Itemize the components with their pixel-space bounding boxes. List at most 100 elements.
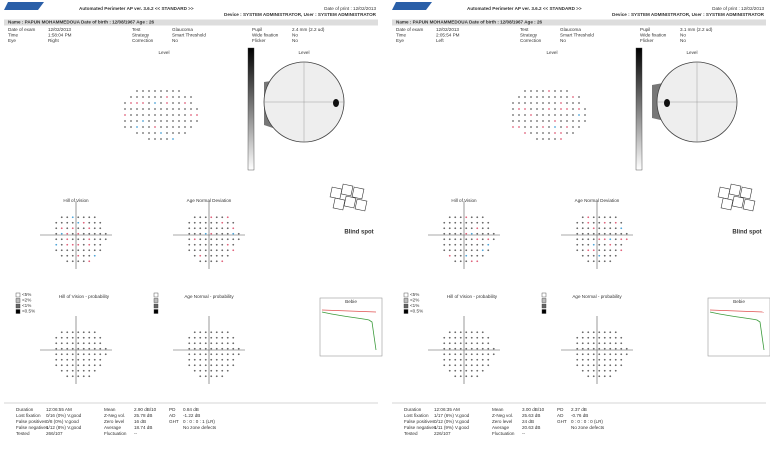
test-point [512,108,514,110]
test-point [470,353,473,356]
test-point [193,216,196,219]
blind-spot-cell [343,195,357,209]
test-point [578,114,580,116]
test-point [592,227,595,230]
legend-label: <2% [22,298,31,303]
test-point [160,114,162,116]
test-point [448,238,451,241]
test-point [487,243,490,246]
section-label: Level [547,50,558,55]
test-point [465,227,468,230]
field-value: No [292,33,298,38]
test-point [598,216,601,219]
stat-label: AD [169,413,176,418]
test-point [598,243,601,246]
test-point [221,331,224,334]
stat-label: Fluctuation [104,431,127,436]
test-point [609,375,612,378]
field-label: Correction [132,38,154,43]
legend-label: <2% [410,298,419,303]
test-point [193,238,196,241]
test-point [587,232,590,235]
legend-swatch [541,298,547,303]
test-point [487,249,490,252]
test-point [99,364,102,367]
test-point [136,126,138,128]
test-point [448,353,451,356]
test-point [518,96,520,98]
test-point [82,227,85,230]
test-point [576,249,579,252]
section-label: Hill of Vision - probability [447,294,498,299]
blind-spot-cell [329,186,343,200]
test-point [587,238,590,241]
test-point [459,227,462,230]
test-point [172,114,174,116]
test-point [443,227,446,230]
test-point [536,114,538,116]
stat-label: Average [104,425,121,430]
field-label: Test [520,27,529,32]
test-point [487,353,490,356]
test-point [166,96,168,98]
stat-label: GHT [169,419,179,424]
test-point [93,364,96,367]
test-point [598,249,601,252]
test-point [226,342,229,345]
stat-value: -- [134,431,138,436]
test-point [160,90,162,92]
test-point [548,102,550,104]
test-point [470,364,473,367]
test-point [99,238,102,241]
stat-value: 1/17 (6%) V.good [434,413,470,418]
test-point [88,331,91,334]
test-point [60,216,63,219]
test-point [104,232,107,235]
legend-swatch [15,303,21,309]
test-point [512,114,514,116]
test-point [443,336,446,339]
test-point [476,221,479,224]
test-point [178,96,180,98]
blind-spot-cell [332,197,346,211]
test-point [581,364,584,367]
test-point [518,102,520,104]
field-value: Right [48,38,59,43]
test-point [481,249,484,252]
test-point [465,232,468,235]
test-point [609,364,612,367]
test-point [99,232,102,235]
field-label: Pupil [640,27,650,32]
test-point [55,347,58,350]
test-point [625,353,628,356]
test-point [476,254,479,257]
test-point [226,216,229,219]
test-point [204,353,207,356]
test-point [60,336,63,339]
test-point [172,102,174,104]
device-info: Device : SYSTEM ADMINISTRATOR, User : SY… [612,12,765,17]
test-point [614,232,617,235]
test-point [142,120,144,122]
test-point [448,369,451,372]
test-point [77,347,80,350]
test-point [614,221,617,224]
stat-value: -- [522,431,526,436]
test-point [603,227,606,230]
field-value: 12/02/2013 [48,27,71,32]
test-point [88,243,91,246]
test-point [136,102,138,104]
test-point [584,120,586,122]
test-point [124,120,126,122]
test-point [66,364,69,367]
test-point [82,375,85,378]
test-point [232,232,235,235]
test-point [199,347,202,350]
test-point [448,232,451,235]
test-point [524,96,526,98]
test-point [226,249,229,252]
stat-label: Lost fixation [16,413,41,418]
test-point [172,138,174,140]
test-point [481,353,484,356]
field-value: 1:58:04 PM [48,33,72,38]
